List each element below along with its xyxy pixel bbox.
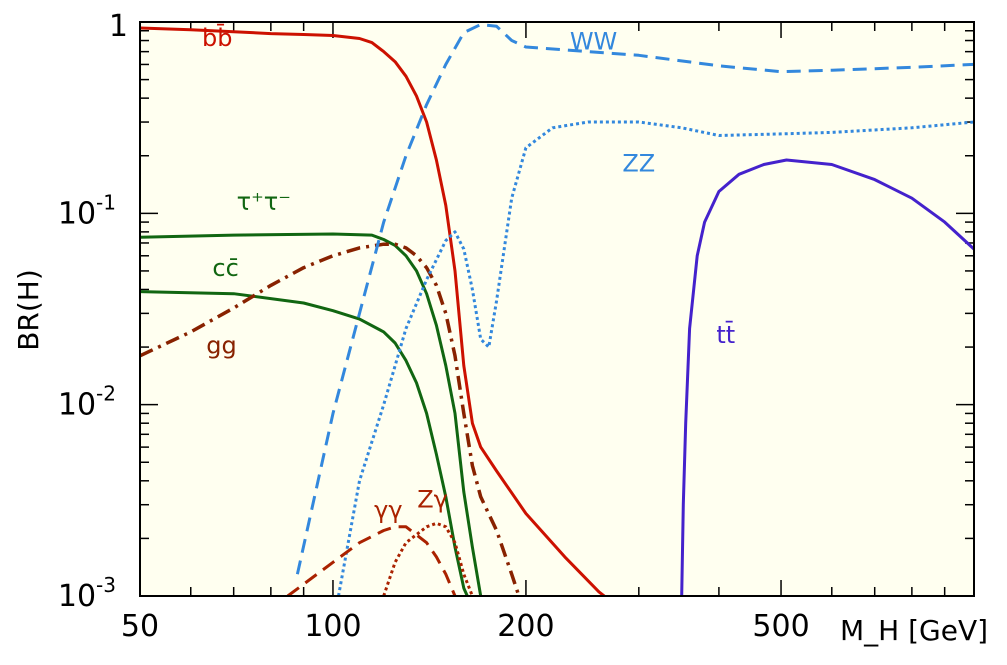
series-line-tt xyxy=(680,158,974,596)
series-line-cc xyxy=(140,290,469,596)
series-line-ZZ xyxy=(337,120,974,596)
x-axis-title: M_H [GeV] xyxy=(840,614,988,647)
minor-ticks xyxy=(139,22,975,597)
series-label-bb: bb̄ xyxy=(202,23,232,52)
y-tick-label: 1 xyxy=(109,9,128,44)
x-tick-label: 500 xyxy=(752,609,809,644)
series-line-Zgam xyxy=(382,521,474,596)
series-label-ZZ: ZZ xyxy=(622,150,655,178)
x-tick-labels: 50 100 200 500 xyxy=(121,609,810,644)
y-tick-label: 10-1 xyxy=(58,190,116,231)
series-line-WW xyxy=(295,23,974,575)
series-label-gg: gg xyxy=(206,332,236,360)
series-layer xyxy=(140,23,974,596)
series-label-tautau: τ⁺τ⁻ xyxy=(237,187,291,215)
series-label-Zgam: Zγ xyxy=(417,486,448,514)
plot-background xyxy=(140,22,974,596)
series-line-tautau xyxy=(140,232,483,596)
y-tick-label: 10-3 xyxy=(58,573,116,614)
y-tick-labels: 1 10-1 10-2 10-3 xyxy=(58,9,128,614)
x-tick-label: 50 xyxy=(121,609,159,644)
plot-frame xyxy=(139,21,975,597)
x-tick-label: 200 xyxy=(497,609,554,644)
series-label-cc: cc̄ xyxy=(212,254,238,282)
series-label-WW: WW xyxy=(570,27,617,55)
series-line-gamgam xyxy=(286,525,457,596)
y-axis-title: BR(H) xyxy=(12,269,45,351)
y-tick-label: 10-2 xyxy=(58,382,116,423)
series-label-gamgam: γγ xyxy=(374,496,402,524)
series-line-bb xyxy=(140,26,606,596)
series-label-tt: tt̄ xyxy=(716,320,735,349)
series-labels: bb̄ τ⁺τ⁻ cc̄ gg WW ZZ γγ Zγ tt̄ xyxy=(202,23,735,525)
x-tick-label: 100 xyxy=(304,609,361,644)
